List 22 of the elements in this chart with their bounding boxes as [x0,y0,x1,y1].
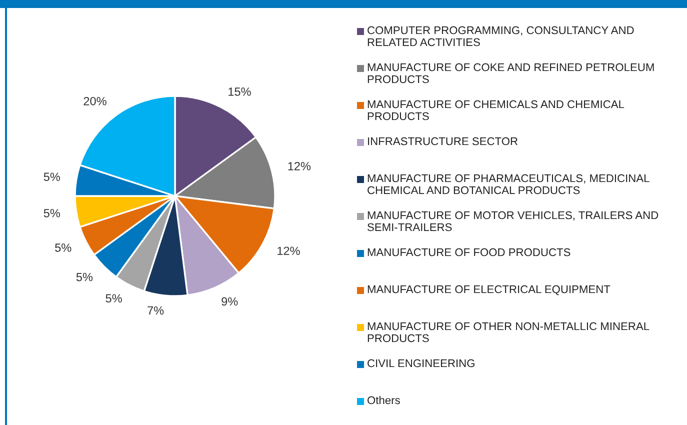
data-label: 15% [228,88,251,96]
data-label: 5% [44,172,60,182]
legend-label: MANUFACTURE OF FOOD PRODUCTS [368,248,570,256]
data-label: 20% [84,96,106,106]
data-label: 5% [55,244,72,252]
data-label: 7% [148,306,164,315]
legend-label: Others [368,396,400,404]
legend-label: COMPUTER PROGRAMMING, CONSULTANCY AND RELATED ACTIVITIES [368,26,634,46]
data-label: 12% [288,162,311,170]
legend-label: CIVIL ENGINEERING [368,359,474,368]
data-label: 9% [222,297,238,306]
data-label: 5% [76,272,93,282]
legend-label: MANUFACTURE OF OTHER NON-METALLIC MINERAL PRODUCTS [368,322,650,342]
legend-label: INFRASTRUCTURE SECTOR [368,137,518,146]
legend-label: MANUFACTURE OF CHEMICALS AND CHEMICAL PRODUCTS [368,100,624,120]
legend-label: MANUFACTURE OF MOTOR VEHICLES, TRAILERS AND SEMI-TRAILERS [368,211,658,232]
data-label: 5% [44,209,60,218]
legend-label: MANUFACTURE OF PHARMACEUTICALS, MEDICINAL CHEMICAL AND BOTANICAL PRODUCTS [368,174,650,194]
data-label: 12% [278,246,300,256]
legend-label: MANUFACTURE OF ELECTRICAL EQUIPMENT [368,285,610,296]
data-label: 5% [106,294,122,303]
legend-label: MANUFACTURE OF COKE AND REFINED PETROLEUM PRODUCTS [368,63,654,84]
